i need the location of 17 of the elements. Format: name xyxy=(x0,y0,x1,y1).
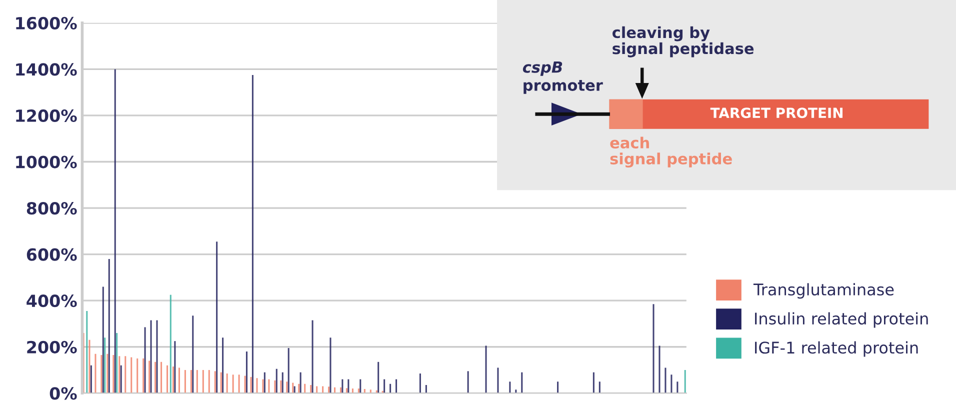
legend-label: Insulin related protein xyxy=(755,312,928,328)
y-tick-label: 1400% xyxy=(16,63,77,76)
y-tick-label: 1600% xyxy=(16,16,77,30)
legend-label: IGF-1 related protein xyxy=(755,341,918,357)
annotation: cspB xyxy=(522,62,562,76)
y-tick-label: 800% xyxy=(26,202,77,215)
y-tick-label: 0% xyxy=(50,387,77,400)
annotation: cleaving by signal peptidase xyxy=(612,26,754,58)
y-tick-label: 1200% xyxy=(16,109,77,122)
y-tick-label: 200% xyxy=(27,340,77,354)
y-tick-label: 600% xyxy=(26,248,77,261)
annotation: promoter xyxy=(524,80,603,94)
y-tick-label: 400% xyxy=(26,294,77,308)
text: TARGET PROTEIN xyxy=(710,108,842,118)
legend-label: Transglutaminase xyxy=(753,283,894,299)
y-tick-label: 1000% xyxy=(16,156,77,168)
annotation: each signal peptide xyxy=(610,136,732,168)
